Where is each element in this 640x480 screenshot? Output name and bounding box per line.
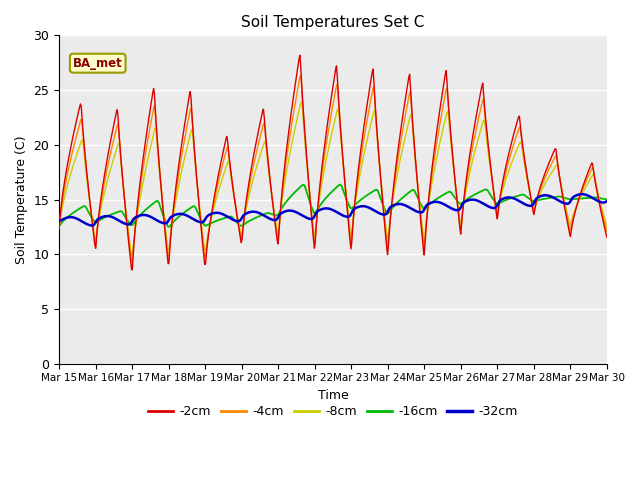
- Title: Soil Temperatures Set C: Soil Temperatures Set C: [241, 15, 425, 30]
- Text: BA_met: BA_met: [73, 57, 123, 70]
- Y-axis label: Soil Temperature (C): Soil Temperature (C): [15, 135, 28, 264]
- Legend: -2cm, -4cm, -8cm, -16cm, -32cm: -2cm, -4cm, -8cm, -16cm, -32cm: [143, 400, 523, 423]
- X-axis label: Time: Time: [317, 389, 348, 402]
